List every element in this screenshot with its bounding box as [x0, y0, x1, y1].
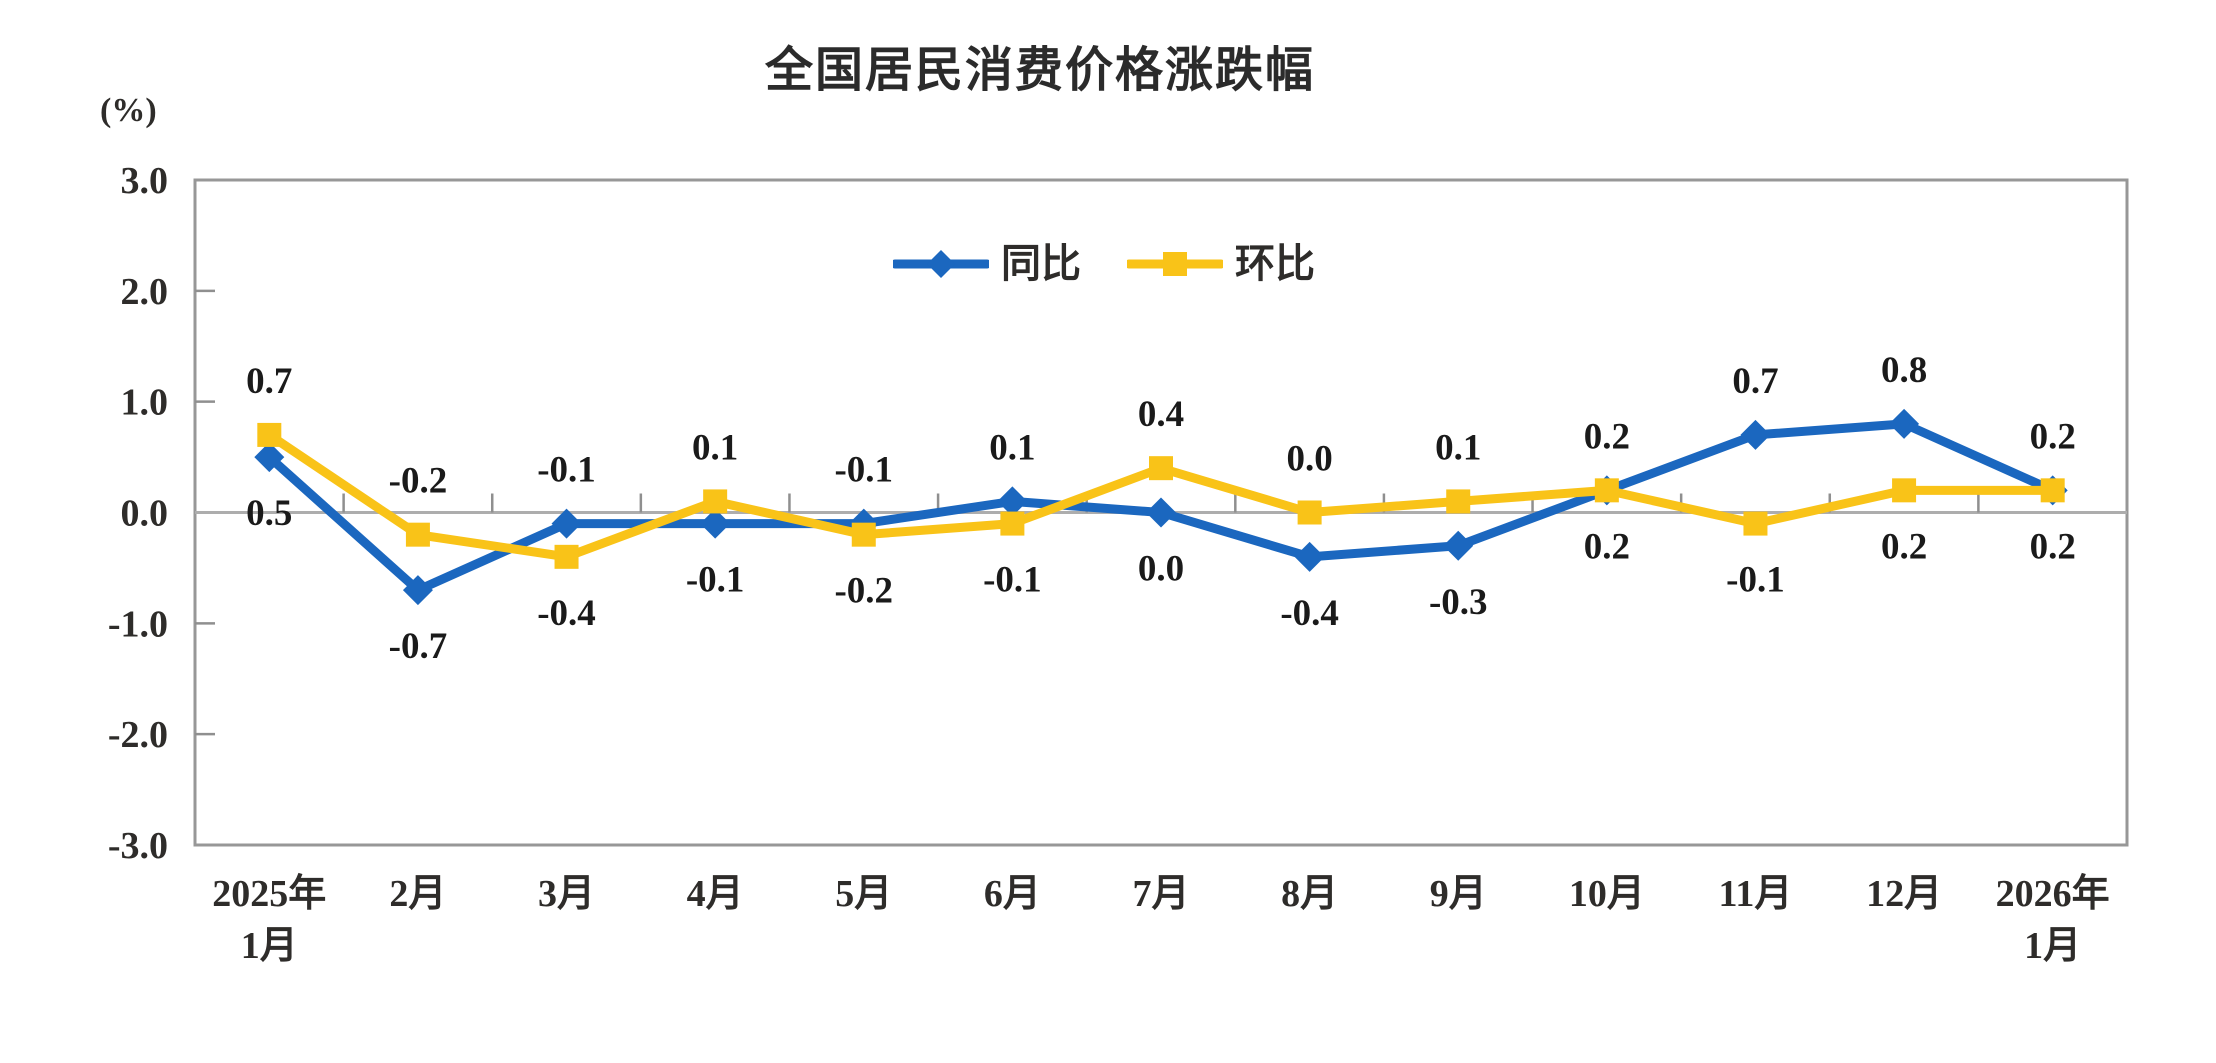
data-label-yoy: -0.3 [1429, 582, 1488, 623]
marker-square-mom [1149, 456, 1173, 481]
data-label-mom: 0.0 [1286, 439, 1332, 480]
y-tick-label: -3.0 [108, 825, 168, 867]
legend-label-mom: 环比 [1235, 241, 1315, 286]
marker-diamond-yoy [1443, 530, 1474, 561]
marker-square-mom [1297, 500, 1322, 525]
data-label-mom: -0.2 [834, 571, 893, 612]
marker-square-mom [1743, 511, 1768, 536]
x-tick-label: 4月 [687, 873, 744, 915]
y-tick-label: 0.0 [121, 493, 169, 535]
mom-line-square-icon [1127, 252, 1223, 276]
x-tick-label: 3月 [538, 873, 595, 915]
data-label-yoy: -0.1 [686, 560, 745, 601]
marker-diamond-yoy [551, 508, 582, 539]
data-label-mom: 0.1 [1435, 427, 1481, 468]
data-label-mom: -0.1 [983, 560, 1042, 601]
data-label-yoy: 0.5 [246, 493, 292, 534]
marker-square-mom [1892, 478, 1917, 503]
x-tick-label: 11月 [1719, 873, 1793, 915]
x-tick-label: 1月 [2024, 925, 2081, 967]
data-label-mom: 0.1 [692, 427, 738, 468]
data-label-mom: 0.2 [1584, 416, 1630, 457]
marker-square-mom [1594, 478, 1619, 503]
data-label-yoy: -0.1 [537, 450, 596, 491]
yoy-line-diamond-icon [893, 250, 989, 278]
data-label-yoy: -0.1 [834, 450, 893, 491]
data-label-mom: 0.4 [1138, 394, 1184, 435]
data-label-mom: -0.1 [1726, 560, 1785, 601]
data-label-yoy: 0.2 [2030, 416, 2076, 457]
data-label-yoy: 0.1 [989, 427, 1035, 468]
data-label-mom: 0.7 [246, 361, 292, 402]
marker-square-mom [703, 489, 728, 514]
data-label-yoy: 0.7 [1732, 361, 1778, 402]
marker-diamond-yoy [997, 486, 1028, 517]
x-tick-label: 2026年 [1996, 873, 2110, 915]
marker-diamond-yoy [254, 442, 285, 473]
marker-square-mom [1446, 489, 1471, 514]
marker-square-mom [2040, 478, 2065, 503]
y-axis-unit-label: (%) [100, 92, 157, 129]
y-tick-label: -1.0 [108, 603, 168, 645]
marker-diamond-yoy [700, 508, 731, 539]
y-tick-label: -2.0 [108, 714, 168, 756]
x-tick-label: 12月 [1866, 873, 1942, 915]
data-label-yoy: 0.0 [1138, 549, 1184, 590]
y-tick-label: 3.0 [121, 160, 169, 202]
marker-square-mom [851, 522, 876, 547]
x-tick-label: 1月 [241, 925, 298, 967]
data-label-mom: 0.2 [2030, 526, 2076, 567]
data-label-mom: -0.4 [537, 593, 596, 634]
x-tick-label: 10月 [1569, 873, 1645, 915]
x-tick-label: 2025年 [212, 873, 326, 915]
marker-square-mom [405, 522, 430, 547]
y-tick-label: 2.0 [121, 271, 169, 313]
x-tick-label: 5月 [835, 873, 892, 915]
x-tick-label: 2月 [389, 873, 446, 915]
data-label-yoy: 0.8 [1881, 350, 1927, 391]
x-tick-label: 8月 [1281, 873, 1338, 915]
x-tick-label: 6月 [984, 873, 1041, 915]
x-tick-label: 9月 [1430, 873, 1487, 915]
data-label-mom: -0.2 [389, 461, 448, 502]
data-label-yoy: -0.4 [1280, 593, 1339, 634]
data-label-yoy: -0.7 [389, 626, 448, 667]
data-label-yoy: 0.2 [1584, 526, 1630, 567]
marker-diamond-yoy [402, 575, 433, 606]
marker-diamond-yoy [1889, 408, 1920, 439]
marker-diamond-yoy [1294, 541, 1325, 572]
data-label-mom: 0.2 [1881, 526, 1927, 567]
marker-square-mom [554, 544, 579, 569]
legend-item-mom: 环比 [1127, 244, 1315, 284]
y-tick-label: 1.0 [121, 382, 169, 424]
marker-diamond-yoy [1146, 497, 1176, 528]
x-tick-label: 7月 [1132, 873, 1189, 915]
marker-square-mom [1000, 511, 1025, 536]
legend-item-yoy: 同比 [893, 244, 1081, 284]
marker-diamond-yoy [1740, 419, 1771, 450]
legend-label-yoy: 同比 [1001, 241, 1081, 286]
chart-legend: 同比 环比 [893, 244, 1315, 284]
marker-square-mom [257, 422, 282, 447]
chart-title: 全国居民消费价格涨跌幅 [764, 44, 1315, 97]
